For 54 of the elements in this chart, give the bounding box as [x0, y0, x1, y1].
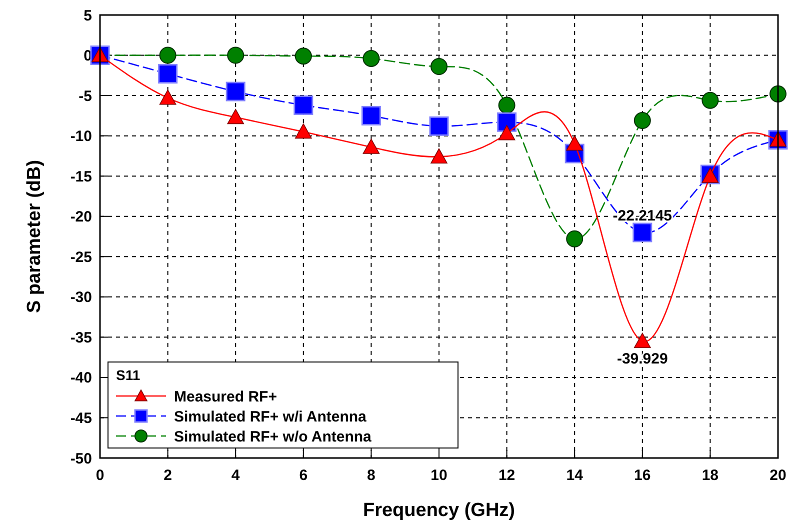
point — [566, 135, 583, 151]
y-tick-label: -15 — [70, 168, 92, 186]
y-tick-label: -25 — [70, 248, 92, 266]
point — [226, 82, 246, 102]
point — [294, 95, 314, 115]
point — [770, 85, 786, 102]
point — [362, 50, 380, 67]
x-tick-label: 10 — [430, 467, 448, 484]
point — [430, 58, 448, 76]
legend-label: Measured RF+ — [174, 388, 278, 406]
y-axis-title: S parameter (dB) — [24, 160, 45, 314]
point — [430, 148, 448, 164]
x-tick-label: 2 — [164, 467, 172, 484]
x-tick-label: 14 — [566, 467, 584, 484]
point — [632, 222, 652, 242]
point — [362, 138, 380, 154]
y-tick-label: -40 — [70, 370, 92, 387]
y-tick-label: -5 — [78, 88, 92, 105]
point — [227, 108, 244, 124]
point — [159, 46, 176, 64]
y-tick-label: 5 — [84, 7, 92, 24]
x-tick-label: 20 — [770, 467, 786, 484]
y-tick-label: -30 — [70, 289, 92, 306]
point — [361, 106, 381, 126]
x-tick-label: 8 — [367, 467, 376, 484]
point — [158, 64, 178, 84]
x-tick-label: 6 — [299, 467, 308, 484]
x-tick-label: 4 — [231, 467, 240, 484]
point — [159, 90, 176, 105]
point — [429, 116, 449, 136]
x-tick-label: 16 — [634, 467, 651, 484]
legend-title: S11 — [116, 367, 140, 383]
y-tick-label: -20 — [70, 208, 92, 226]
annotation: -22.2145 — [612, 208, 672, 225]
annotation: -39.929 — [616, 350, 668, 368]
point — [634, 112, 651, 130]
x-axis-title: Frequency (GHz) — [362, 500, 516, 521]
legend-label: Simulated RF+ w/o Antenna — [174, 428, 372, 446]
point — [566, 230, 584, 248]
y-tick-label: -10 — [70, 128, 92, 146]
legend-label: Simulated RF+ w/i Antenna — [174, 408, 368, 426]
y-tick-label: -45 — [70, 410, 92, 427]
x-tick-label: 18 — [702, 467, 719, 484]
point — [498, 125, 516, 140]
y-tick-label: -35 — [70, 329, 92, 346]
point — [227, 46, 244, 64]
y-tick-label: -50 — [70, 450, 92, 468]
x-tick-label: 0 — [96, 467, 104, 484]
x-tick-label: 12 — [498, 467, 516, 484]
point — [295, 123, 312, 139]
point — [634, 332, 651, 348]
point — [702, 92, 719, 109]
point — [294, 48, 312, 65]
point — [498, 96, 516, 114]
